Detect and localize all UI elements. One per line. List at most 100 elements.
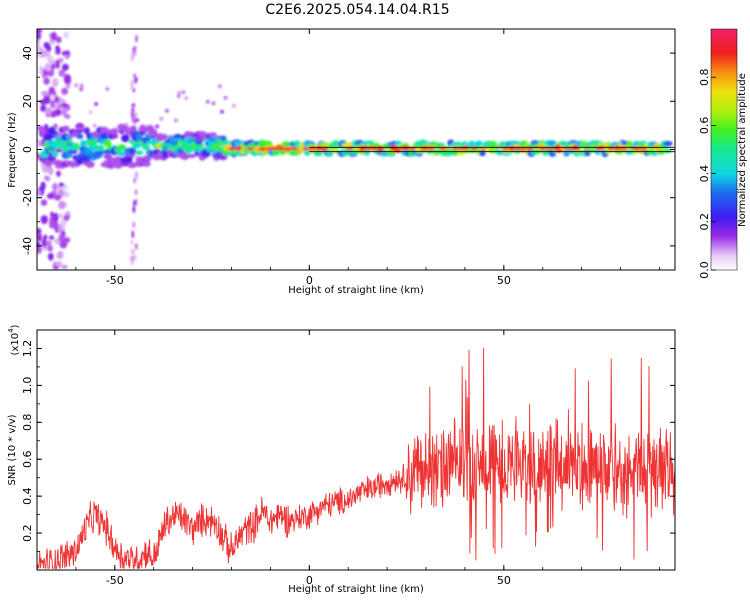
spectral-cell — [205, 99, 210, 104]
spectral-cell — [117, 151, 126, 157]
spectral-cell — [439, 147, 448, 151]
spectral-cell — [277, 147, 286, 151]
spectral-cell — [479, 150, 486, 157]
spectral-cell — [74, 83, 79, 88]
spectral-cell — [145, 140, 154, 145]
spectral-cell — [173, 133, 183, 140]
spectral-cell — [619, 147, 628, 151]
spectral-cell — [85, 160, 95, 169]
spectral-cell — [88, 110, 93, 115]
spectral-cell — [42, 50, 51, 57]
spectral-cell — [128, 162, 137, 168]
spectral-cell — [538, 147, 547, 151]
spectral-cell — [164, 108, 169, 113]
colorbar-tick-label: 0.6 — [698, 117, 711, 134]
spectral-cell — [223, 95, 228, 100]
spectral-cell — [49, 217, 54, 222]
spectral-cell — [222, 149, 231, 157]
spectral-cell — [41, 238, 47, 248]
spectral-cell — [569, 147, 578, 151]
spectral-cell — [364, 147, 373, 151]
x-tick-label: -50 — [106, 574, 124, 587]
colorbar: 0.0 0.2 0.4 0.6 0.8 Normalized spectral ampl… — [698, 28, 748, 279]
spectral-cell — [97, 149, 104, 156]
spectral-cell — [57, 250, 64, 259]
snr-panel: -50 0 50 0.2 0.4 0.6 0.8 1.0 1.2 Height of stra… — [7, 324, 676, 595]
spectral-cell — [139, 124, 146, 130]
snr-x-axis-label: Height of straight line (km) — [288, 584, 424, 595]
spectral-cell — [47, 245, 53, 252]
spectral-cell — [56, 36, 62, 44]
snr-series-line — [37, 347, 675, 570]
colorbar-label: Normalized spectral amplitude — [737, 73, 748, 227]
spectral-cell — [526, 147, 535, 151]
spectral-cell — [376, 147, 385, 151]
spectral-cell — [220, 135, 227, 142]
spectral-cell — [135, 133, 143, 142]
spectral-cell — [131, 230, 135, 239]
spectral-cell — [271, 147, 280, 151]
x-tick-label: 50 — [497, 274, 511, 287]
spectral-cell — [59, 239, 68, 249]
spectral-cell — [111, 127, 119, 136]
spectral-cell — [48, 165, 54, 176]
spectral-cell — [44, 107, 52, 115]
spectral-cell — [57, 141, 67, 146]
y-tick-label: 20 — [21, 94, 34, 108]
spectral-cell — [40, 215, 49, 225]
spectral-cell — [264, 147, 273, 151]
spectral-cell — [149, 129, 158, 136]
spectral-cell — [61, 87, 69, 95]
spectral-cell — [488, 140, 498, 148]
spectral-cell — [131, 248, 135, 255]
spectral-cell — [130, 82, 134, 91]
spectrogram-x-axis-label: Height of straight line (km) — [288, 285, 424, 296]
spectral-cell — [457, 147, 466, 151]
spectral-cell — [100, 126, 109, 133]
spectral-cell — [61, 125, 70, 132]
spectral-cell — [177, 90, 182, 95]
x-tick-label: -50 — [106, 274, 124, 287]
y-tick-label: -20 — [21, 189, 34, 207]
spectral-cell — [513, 147, 522, 151]
spectral-cell — [650, 151, 658, 156]
spectral-cell — [121, 134, 130, 143]
spectral-cell — [124, 156, 133, 163]
spectral-cell — [73, 142, 80, 151]
spectral-cell — [67, 149, 78, 154]
spectral-cell — [37, 233, 42, 242]
spectral-cell — [55, 135, 63, 142]
spectral-cell — [133, 79, 137, 84]
spectral-cell — [426, 147, 435, 151]
spectral-cell — [43, 41, 50, 49]
y-tick-label: 1.0 — [21, 377, 34, 395]
spectral-cell — [289, 147, 298, 151]
spectral-cell — [134, 189, 138, 196]
spectral-cell — [113, 160, 123, 167]
spectral-cell — [128, 147, 137, 155]
spectral-cell — [401, 147, 410, 151]
spectral-cell — [475, 140, 483, 147]
spectral-cell — [132, 221, 136, 228]
spectral-cell — [607, 147, 616, 151]
spectral-cell — [58, 212, 63, 219]
spectral-cell — [159, 133, 168, 140]
spectral-cell — [105, 86, 110, 91]
spectral-cell — [47, 252, 54, 261]
spectral-cell — [60, 103, 69, 108]
spectral-cell — [37, 138, 41, 144]
spectral-cell — [131, 103, 136, 108]
spectral-cell — [132, 88, 136, 93]
spectral-cell — [37, 29, 42, 34]
spectral-cell — [303, 149, 312, 156]
spectral-cell — [212, 143, 221, 151]
spectral-cell — [54, 96, 60, 103]
spectral-cell — [283, 147, 292, 151]
spectral-cell — [75, 126, 84, 131]
spectral-cell — [63, 31, 70, 39]
spectral-cell — [141, 160, 151, 167]
spectral-cell — [180, 152, 190, 159]
spectral-cell — [37, 190, 42, 196]
spectral-cell — [135, 118, 140, 123]
spectral-cell — [132, 46, 136, 53]
